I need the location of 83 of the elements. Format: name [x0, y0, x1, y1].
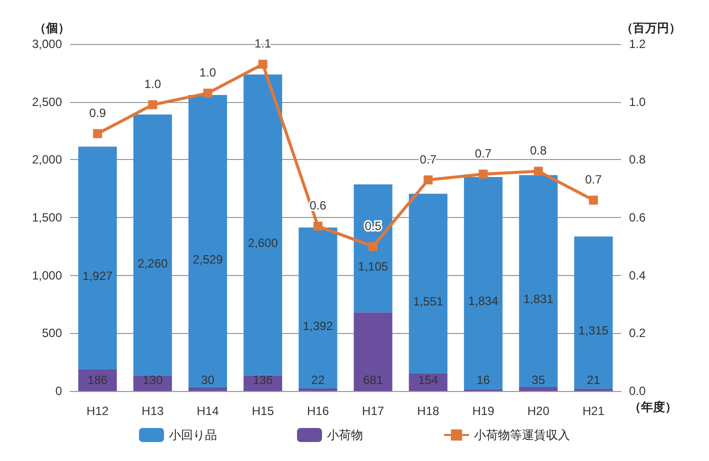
x-tick-label: H21: [582, 404, 605, 418]
data-label: 16: [476, 373, 490, 387]
y2-tick-label: 0.4: [629, 268, 646, 282]
x-tick-label: H19: [472, 404, 495, 418]
point: [368, 242, 378, 251]
bar: [519, 386, 558, 391]
data-label: 154: [418, 373, 438, 387]
data-label: 2,600: [248, 236, 278, 250]
x-tick-label: H15: [252, 404, 274, 418]
data-label: 2,529: [192, 252, 224, 266]
bar: [298, 227, 338, 388]
bar: [188, 95, 228, 388]
point: [424, 175, 433, 184]
data-label: 1,315: [578, 324, 609, 338]
data-label: 130: [142, 373, 163, 387]
point: [534, 166, 543, 176]
data-label: 0.9: [89, 106, 106, 120]
y2-tick-label: 1.2: [629, 37, 646, 51]
bar: [519, 175, 558, 387]
bar: [78, 146, 117, 370]
point: [258, 60, 268, 69]
data-label: 2,260: [138, 256, 168, 270]
data-label: 1,927: [82, 269, 113, 284]
data-label: 1.1: [254, 36, 272, 51]
y2-axis-title: （百万円）: [621, 21, 681, 35]
legend-label: 小荷物: [327, 428, 363, 442]
data-label: 0.7: [420, 152, 437, 166]
point: [93, 129, 102, 138]
bar: [464, 177, 503, 390]
point: [203, 88, 212, 98]
y-tick-label: 500: [42, 326, 62, 340]
bar: [188, 388, 228, 391]
y2-tick-label: 1.0: [629, 94, 646, 109]
x-tick-label: H12: [86, 404, 109, 418]
data-label: 1.0: [199, 66, 216, 80]
data-label: 0.8: [530, 144, 548, 158]
data-label: 35: [532, 373, 546, 387]
y2-tick-label: 0.0: [629, 384, 646, 398]
data-label: 1,551: [413, 294, 444, 308]
x-tick-label: H14: [196, 404, 220, 418]
data-label: 0.7: [585, 172, 602, 187]
data-label: 21: [586, 373, 600, 387]
bar: [244, 74, 282, 376]
y-tick-label: 1,500: [32, 210, 62, 224]
data-label: 1,831: [523, 292, 554, 306]
x-axis-title: （年度）: [629, 400, 677, 414]
data-label: 0.5: [364, 218, 382, 233]
point: [313, 222, 322, 231]
y-tick-label: 3,000: [32, 37, 62, 51]
x-tick-label: H16: [306, 404, 330, 418]
bar: [298, 388, 338, 391]
y-tick-label: 2,000: [32, 152, 62, 167]
data-label: 22: [311, 373, 325, 387]
data-label: 136: [252, 373, 274, 387]
data-label: 1,392: [302, 318, 334, 333]
y2-tick-label: 0.8: [629, 152, 646, 167]
point: [588, 196, 598, 205]
data-label: 0.7: [474, 146, 492, 161]
y-tick-label: 1,000: [32, 268, 62, 282]
y2-tick-label: 0.2: [629, 326, 646, 340]
y2-tick-label: 0.6: [629, 210, 646, 224]
y-axis-title: （個）: [34, 21, 70, 35]
point: [148, 100, 158, 110]
x-tick-label: H18: [417, 404, 440, 418]
point: [478, 170, 488, 179]
bar: [354, 312, 392, 391]
x-tick-label: H20: [527, 404, 550, 418]
legend-label: 小回り品: [169, 428, 217, 442]
data-label: 30: [201, 373, 215, 387]
legend-label: 小荷物等運賃収入: [474, 428, 570, 442]
x-tick-label: H17: [362, 404, 384, 418]
data-label: 186: [88, 373, 108, 387]
bar: [354, 184, 392, 312]
data-label: 681: [363, 373, 384, 387]
bar: [574, 236, 613, 389]
data-label: 1,105: [358, 259, 388, 274]
bar: [408, 194, 448, 374]
x-tick-label: H13: [142, 404, 164, 418]
bar: [133, 114, 172, 376]
data-label: 1,834: [468, 294, 499, 308]
y-tick-label: 0: [55, 384, 62, 398]
data-label: 1.0: [144, 77, 162, 92]
y-tick-label: 2,500: [32, 94, 62, 109]
